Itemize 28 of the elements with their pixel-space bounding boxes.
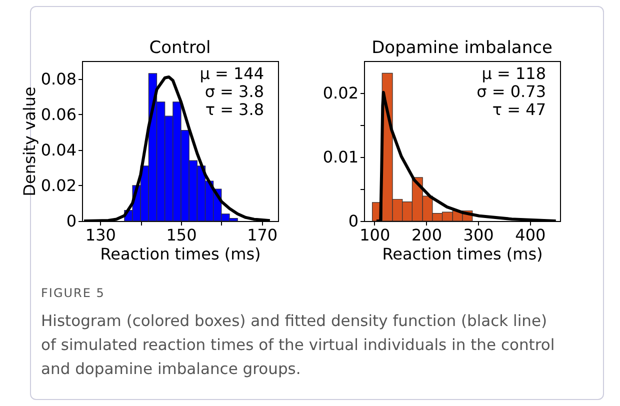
x-tick-label: 300 [463, 226, 494, 244]
chart-title: Control [149, 38, 211, 58]
caption: FIGURE 5 [41, 286, 105, 300]
annotation: μ = 118 [482, 64, 546, 83]
y-tick-label: 0.08 [40, 69, 76, 88]
y-tick-label: 0 [66, 212, 76, 230]
x-tick-label: 170 [247, 226, 278, 244]
chart-title: Dopamine imbalance [372, 38, 552, 58]
y-axis-title: Density value [20, 86, 39, 196]
x-tick-label: 130 [85, 226, 116, 244]
x-tick-label: 200 [411, 226, 442, 244]
x-tick-label: 150 [166, 226, 197, 244]
y-tick-label: 0 [348, 212, 358, 230]
annotation: μ = 144 [200, 64, 264, 83]
x-axis-title: Reaction times (ms) [100, 244, 261, 264]
x-tick-label: 100 [360, 226, 390, 244]
y-tick-label: 0.01 [322, 148, 358, 166]
annotation: τ = 3.8 [205, 100, 264, 119]
text: Histogram (colored boxes) and fitted density function (black line) of simulated reaction times of the virtual individuals in the control and dopamine imbalance groups. [41, 311, 556, 380]
y-tick-label: 0.04 [40, 140, 76, 160]
y-tick-label: 0.02 [40, 176, 76, 195]
x-axis-title: Reaction times (ms) [382, 244, 543, 264]
y-tick-label: 0.06 [40, 104, 76, 124]
x-tick-label: 400 [515, 226, 546, 244]
annotation: σ = 3.8 [204, 82, 264, 101]
y-tick-label: 0.02 [322, 84, 358, 102]
annotation: σ = 0.73 [476, 82, 546, 101]
annotation: τ = 47 [492, 100, 546, 119]
